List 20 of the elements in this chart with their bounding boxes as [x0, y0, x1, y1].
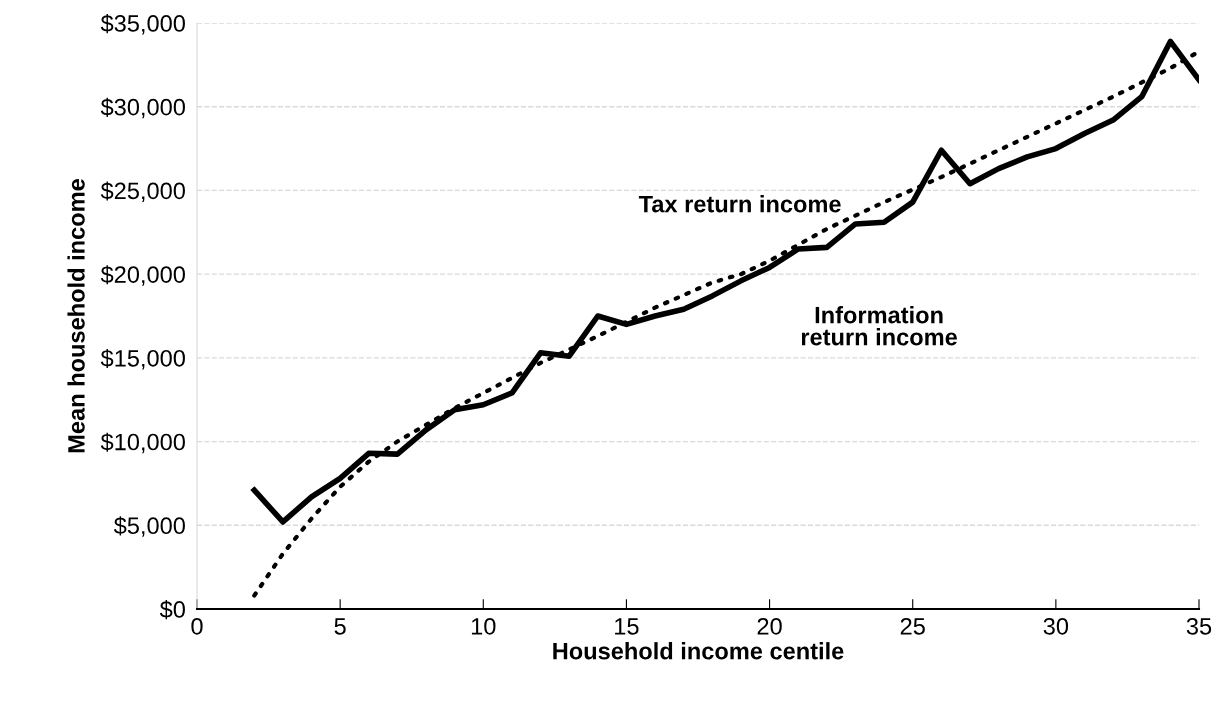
x-tick-label: 25 — [900, 617, 925, 635]
y-tick-label: $20,000 — [100, 265, 185, 286]
x-tick-label: 10 — [471, 617, 496, 635]
y-tick-label: $30,000 — [100, 97, 185, 119]
y-tick-label: $0 — [159, 600, 185, 620]
x-tick-label: 20 — [757, 617, 782, 635]
y-axis-title: Mean household income — [67, 179, 85, 453]
x-tick-label: 0 — [191, 617, 203, 635]
text: Information return income — [801, 306, 957, 346]
y-tick-label: $25,000 — [100, 181, 185, 203]
x-tick-label: 5 — [334, 618, 346, 635]
series-label: Tax return income — [638, 195, 841, 213]
x-tick-label: 30 — [1043, 617, 1069, 635]
y-tick-label: $15,000 — [100, 348, 185, 370]
y-tick-label: $10,000 — [100, 432, 185, 454]
y-tick-label: $5,000 — [113, 516, 185, 537]
x-axis-title: Household income centile — [553, 642, 844, 660]
x-tick-label: 35 — [1186, 617, 1212, 635]
y-tick-label: $35,000 — [100, 14, 185, 35]
x-tick-label: 15 — [615, 618, 639, 635]
